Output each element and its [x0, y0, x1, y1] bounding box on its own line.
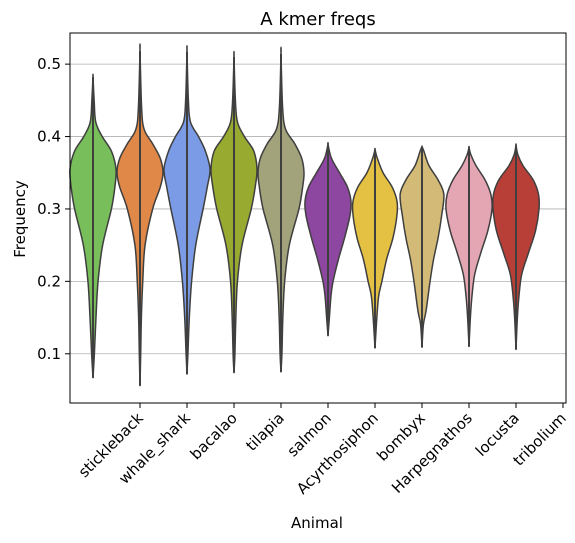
- x-axis-label: Animal: [291, 514, 343, 532]
- chart-title: A kmer freqs: [260, 9, 375, 30]
- y-axis-ticks: 0.1 0.2 0.3 0.4 0.5: [37, 55, 70, 363]
- violin-bombyx: [351, 147, 399, 349]
- violin-Harpegnathos: [399, 145, 445, 348]
- violin-locusta: [445, 145, 493, 348]
- violin-tribolium: [491, 143, 541, 351]
- violin-stickleback: [69, 73, 117, 379]
- y-tick-label: 0.5: [37, 55, 61, 73]
- violin-salmon: [257, 46, 305, 373]
- y-tick-label: 0.2: [37, 272, 61, 290]
- violin-whale_shark: [116, 43, 164, 387]
- violin-bacalao: [163, 45, 211, 375]
- y-axis-label: Frequency: [11, 180, 29, 258]
- y-tick-label: 0.4: [37, 128, 61, 146]
- y-tick-label: 0.3: [37, 200, 61, 218]
- violin-tilapia: [210, 50, 258, 374]
- violin-Acyrthosiphon: [304, 142, 352, 337]
- violins: [69, 43, 541, 387]
- y-tick-label: 0.1: [37, 345, 61, 363]
- plot-frame: [69, 32, 567, 404]
